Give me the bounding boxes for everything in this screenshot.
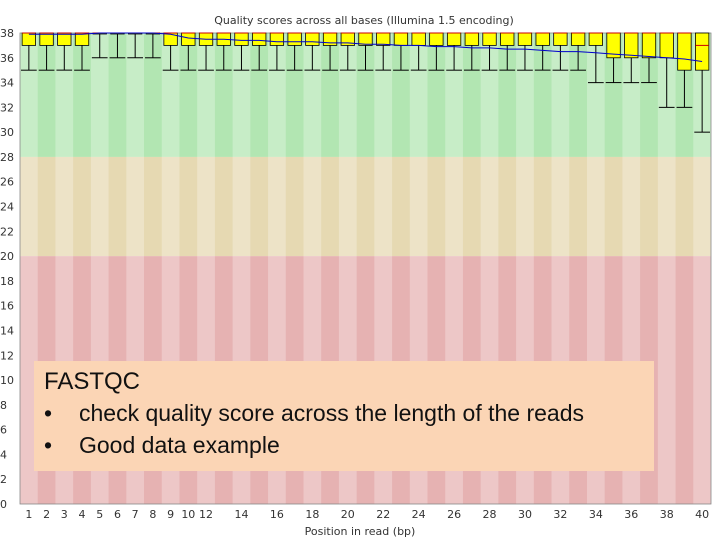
y-tick-label: 38 — [0, 27, 14, 40]
quality-box — [181, 32, 196, 46]
x-tick-label: 20 — [341, 508, 355, 521]
x-tick-label: 30 — [518, 508, 532, 521]
quality-box — [57, 32, 72, 46]
column-stripe — [20, 33, 38, 504]
y-tick-label: 6 — [0, 424, 7, 437]
quality-box — [393, 32, 409, 46]
quality-box — [641, 32, 657, 59]
x-tick-label: 14 — [234, 508, 248, 521]
y-tick-label: 10 — [0, 374, 14, 387]
y-tick-label: 28 — [0, 151, 14, 164]
y-tick-label: 20 — [0, 250, 14, 263]
quality-box — [305, 32, 320, 46]
y-tick-label: 22 — [0, 225, 14, 238]
callout-bullet-list: • check quality score across the length o… — [44, 397, 644, 461]
quality-box — [376, 32, 391, 46]
x-tick-label: 9 — [167, 508, 174, 521]
bullet-dot-icon: • — [44, 432, 53, 458]
x-tick-label: 12 — [199, 508, 213, 521]
quality-box — [411, 32, 426, 46]
quality-box — [269, 32, 285, 46]
x-tick-label: 18 — [305, 508, 319, 521]
x-tick-label: 34 — [589, 508, 603, 521]
x-tick-label: 8 — [149, 508, 156, 521]
quality-box — [659, 32, 674, 59]
callout-bullet-text: Good data example — [79, 432, 280, 458]
x-tick-label: 16 — [270, 508, 284, 521]
quality-box — [588, 32, 603, 46]
x-tick-label: 4 — [79, 508, 86, 521]
y-tick-label: 18 — [0, 275, 14, 288]
callout-bullet-item: • Good data example — [44, 429, 644, 461]
quality-box — [482, 32, 497, 46]
quality-band — [20, 156, 711, 257]
quality-box — [695, 32, 710, 71]
bullet-dot-icon: • — [44, 400, 53, 426]
callout-bullet-item: • check quality score across the length o… — [44, 397, 644, 429]
x-tick-label: 22 — [376, 508, 390, 521]
y-tick-label: 2 — [0, 473, 7, 486]
x-tick-label: 7 — [132, 508, 139, 521]
x-tick-label: 36 — [624, 508, 638, 521]
quality-box — [446, 32, 462, 46]
mean-line — [28, 32, 703, 62]
quality-box — [74, 32, 90, 46]
column-stripe — [693, 33, 711, 504]
quality-box — [39, 32, 54, 46]
column-stripe — [657, 33, 676, 504]
quality-box — [234, 32, 249, 46]
x-tick-label: 28 — [483, 508, 497, 521]
x-tick-label: 32 — [553, 508, 567, 521]
quality-box — [322, 32, 338, 46]
quality-box — [252, 32, 267, 46]
x-tick-label: 1 — [25, 508, 32, 521]
quality-box — [464, 32, 479, 46]
y-tick-label: 30 — [0, 126, 14, 139]
y-tick-label: 4 — [0, 448, 7, 461]
x-tick-label: 6 — [114, 508, 121, 521]
y-tick-label: 24 — [0, 201, 14, 214]
x-tick-label: 40 — [695, 508, 709, 521]
callout-bullet-text: check quality score across the length of… — [79, 400, 585, 426]
x-tick-label: 10 — [181, 508, 195, 521]
y-tick-label: 8 — [0, 399, 7, 412]
quality-box — [677, 32, 692, 71]
callout-box: FASTQC • check quality score across the l… — [34, 361, 654, 471]
x-tick-label: 3 — [61, 508, 68, 521]
quality-box — [570, 32, 586, 46]
y-tick-label: 12 — [0, 349, 14, 362]
quality-box — [500, 32, 515, 46]
y-tick-label: 32 — [0, 101, 14, 114]
quality-box — [624, 32, 639, 59]
quality-box — [553, 32, 568, 46]
y-tick-label: 34 — [0, 77, 14, 90]
x-axis-label: Position in read (bp) — [305, 525, 416, 538]
y-tick-label: 36 — [0, 52, 14, 65]
quality-box — [21, 32, 36, 46]
quality-box — [535, 32, 550, 46]
chart-title: Quality scores across all bases (Illumin… — [214, 14, 514, 27]
y-tick-label: 14 — [0, 324, 14, 337]
x-tick-label: 2 — [43, 508, 50, 521]
callout-heading: FASTQC — [44, 368, 141, 395]
y-tick-label: 16 — [0, 300, 14, 313]
quality-box — [517, 32, 533, 46]
quality-box — [429, 32, 444, 46]
x-tick-label: 24 — [412, 508, 426, 521]
quality-box — [287, 32, 302, 46]
y-tick-label: 0 — [0, 498, 7, 511]
x-tick-label: 38 — [660, 508, 674, 521]
x-tick-label: 26 — [447, 508, 461, 521]
x-tick-label: 5 — [96, 508, 103, 521]
y-tick-label: 26 — [0, 176, 14, 189]
